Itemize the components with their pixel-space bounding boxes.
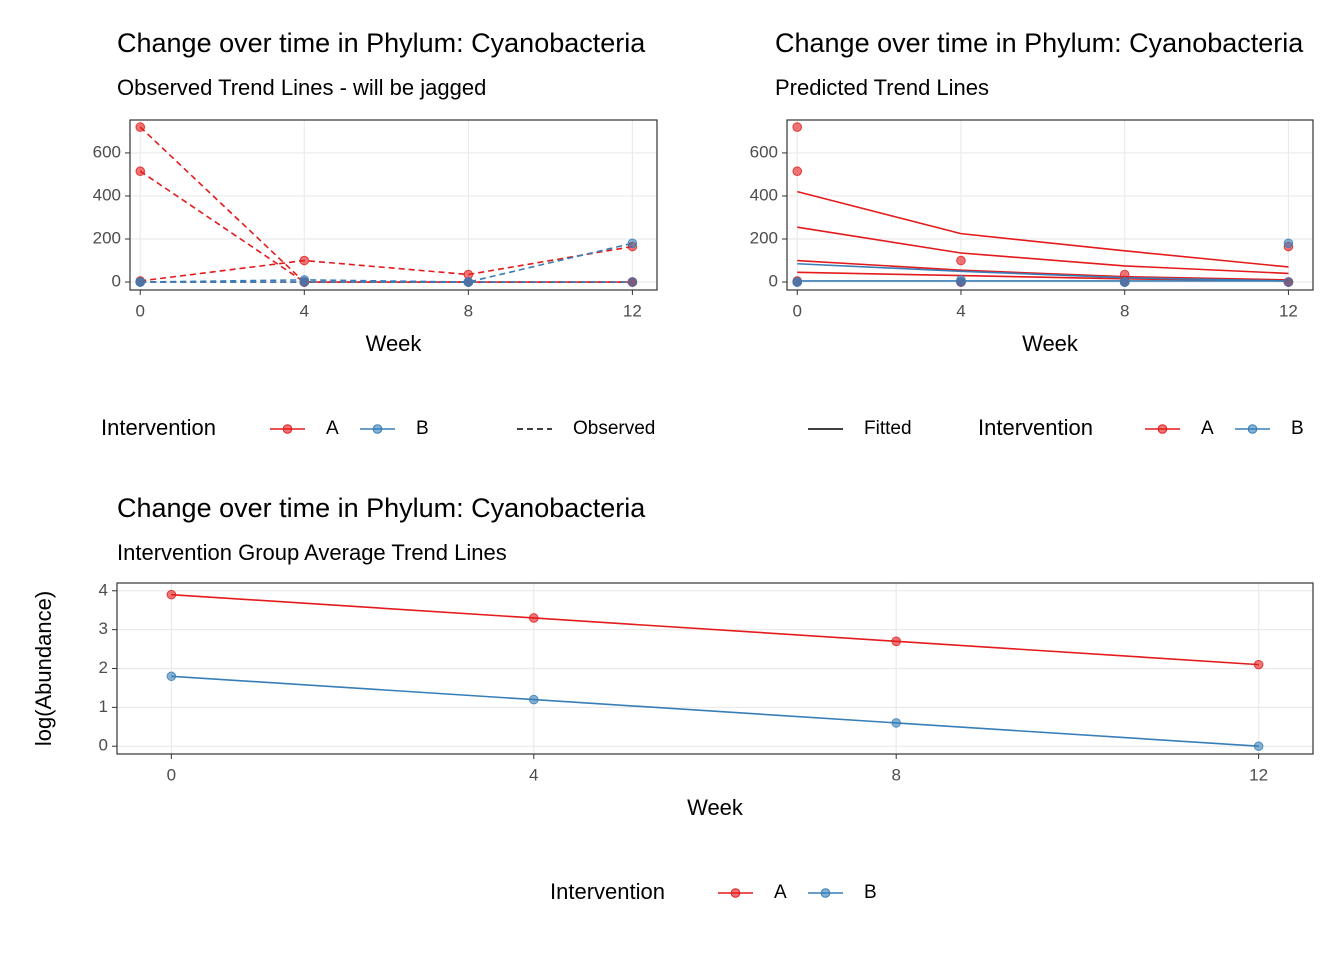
x-tick-label: 4: [529, 765, 538, 784]
chart-title: Change over time in Phylum: Cyanobacteri…: [117, 28, 646, 58]
panel: Change over time in Phylum: Cyanobacteri…: [31, 493, 1314, 904]
legend-label: B: [416, 418, 429, 439]
x-tick-label: 8: [1120, 301, 1129, 320]
point: [1253, 659, 1264, 670]
point: [792, 122, 803, 132]
point: [135, 277, 146, 287]
point: [528, 613, 539, 623]
legend-label: Fitted: [864, 418, 912, 439]
point: [891, 718, 902, 728]
legend-key-point: [730, 888, 741, 898]
legend-title: Intervention: [550, 879, 665, 904]
panel: Change over time in Phylum: Cyanobacteri…: [750, 28, 1314, 440]
legend-label: A: [774, 882, 787, 903]
point: [135, 166, 146, 177]
point: [891, 636, 902, 647]
x-tick-label: 12: [623, 301, 642, 320]
x-tick-label: 4: [956, 301, 965, 320]
point: [135, 122, 146, 132]
y-tick-label: 0: [769, 272, 778, 291]
x-axis-title: Week: [366, 331, 423, 356]
x-tick-label: 0: [167, 765, 176, 784]
legend-label: Observed: [573, 418, 655, 439]
y-axis-title: log(Abundance): [31, 591, 56, 746]
legend-label: A: [1201, 418, 1214, 439]
point: [299, 255, 310, 266]
point: [1283, 238, 1294, 249]
legend-key-point: [1247, 424, 1258, 434]
point: [1283, 277, 1294, 287]
x-tick-label: 8: [464, 301, 473, 320]
point: [1253, 741, 1264, 752]
x-axis-title: Week: [1022, 331, 1079, 356]
y-tick-label: 400: [93, 185, 121, 204]
y-tick-label: 0: [99, 736, 108, 755]
trend-line: [140, 242, 633, 283]
x-tick-label: 0: [136, 301, 145, 320]
plot-border: [786, 119, 1314, 291]
chart-title: Change over time in Phylum: Cyanobacteri…: [775, 28, 1304, 58]
y-tick-label: 600: [93, 142, 121, 161]
fitted-line: [797, 262, 1289, 282]
y-tick-label: 2: [99, 658, 108, 677]
panel: Change over time in Phylum: Cyanobacteri…: [93, 28, 658, 440]
x-axis-title: Week: [687, 795, 744, 820]
legend-key-point: [820, 888, 831, 898]
point: [956, 277, 966, 287]
x-tick-label: 12: [1249, 765, 1268, 784]
point: [166, 671, 177, 682]
plot-background: [787, 120, 1313, 290]
legend-title: Intervention: [101, 415, 216, 440]
x-tick-label: 8: [891, 765, 900, 784]
point: [1119, 277, 1130, 287]
point: [463, 277, 474, 287]
point: [792, 277, 803, 287]
legend-label: B: [864, 882, 877, 903]
point: [627, 277, 638, 287]
y-tick-label: 1: [99, 697, 108, 716]
point: [528, 694, 539, 705]
y-tick-label: 200: [750, 228, 778, 247]
legend-label: A: [326, 418, 339, 439]
point: [792, 166, 803, 177]
x-tick-label: 4: [300, 301, 309, 320]
y-tick-label: 4: [99, 580, 108, 599]
point: [166, 589, 177, 600]
trend-line: [171, 675, 1259, 748]
plot-border: [116, 582, 1314, 755]
point: [627, 238, 638, 249]
legend-key-point: [1157, 424, 1168, 434]
y-tick-label: 600: [750, 142, 778, 161]
legend-key-point: [282, 424, 293, 434]
point: [956, 255, 966, 266]
chart-subtitle: Intervention Group Average Trend Lines: [117, 540, 507, 565]
point: [299, 277, 310, 287]
y-tick-label: 3: [99, 619, 108, 638]
fitted-line: [797, 226, 1289, 275]
plot-background: [130, 120, 657, 290]
chart-title: Change over time in Phylum: Cyanobacteri…: [117, 493, 646, 523]
chart-subtitle: Observed Trend Lines - will be jagged: [117, 75, 486, 100]
y-tick-label: 200: [93, 228, 121, 247]
fitted-line: [797, 259, 1289, 281]
legend-key-point: [372, 424, 383, 434]
trend-line: [140, 245, 633, 282]
legend-title: Intervention: [978, 415, 1093, 440]
x-tick-label: 12: [1279, 301, 1298, 320]
chart-subtitle: Predicted Trend Lines: [775, 75, 989, 100]
trend-line: [171, 593, 1259, 666]
x-tick-label: 0: [792, 301, 801, 320]
y-tick-label: 400: [750, 185, 778, 204]
legend-label: B: [1291, 418, 1304, 439]
plot-border: [129, 119, 658, 291]
fitted-line: [797, 190, 1289, 268]
y-tick-label: 0: [112, 272, 121, 291]
